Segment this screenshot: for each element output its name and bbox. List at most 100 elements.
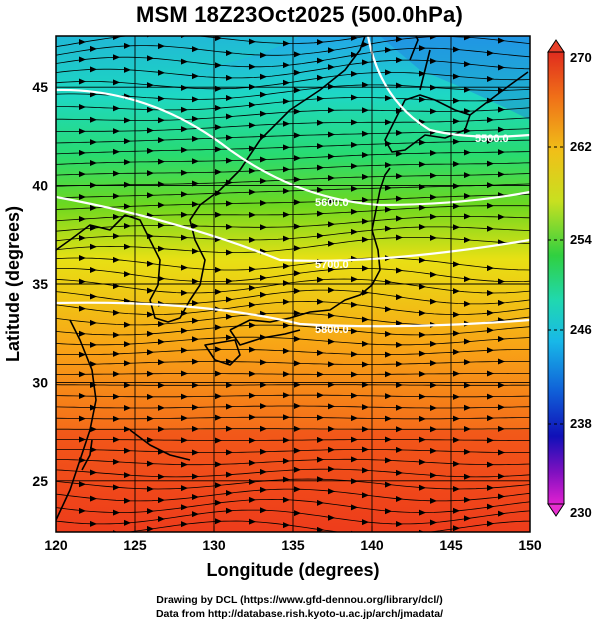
streamline-arrow <box>362 130 369 137</box>
streamline-arrow <box>226 223 233 230</box>
streamline-arrow <box>260 359 267 366</box>
streamline-arrow <box>419 96 426 103</box>
streamline-arrow <box>453 288 460 295</box>
streamline-arrow <box>419 139 426 146</box>
streamline-arrow <box>294 87 301 94</box>
streamline-arrow <box>351 94 358 101</box>
streamline-arrow <box>249 236 256 243</box>
streamline-arrow <box>124 382 131 389</box>
streamline-arrow <box>396 341 403 348</box>
streamline-arrow <box>249 301 256 308</box>
streamline-arrow <box>283 437 290 444</box>
streamline-arrow <box>453 138 460 145</box>
streamline-arrow <box>419 370 426 377</box>
streamline-arrow <box>464 448 471 455</box>
streamline-arrow <box>317 414 324 421</box>
streamline-arrow <box>283 280 290 287</box>
streamline-arrow <box>294 270 301 277</box>
streamline-arrow <box>283 211 290 218</box>
streamline-arrow <box>396 36 403 43</box>
streamline-arrow <box>351 301 358 308</box>
streamline-arrow <box>249 101 256 108</box>
streamline-arrow <box>430 84 437 91</box>
streamline-arrow <box>90 341 97 348</box>
streamline-arrow <box>317 232 324 239</box>
streamline-arrow <box>226 200 233 207</box>
streamline-arrow <box>226 278 233 285</box>
streamline-arrow <box>113 105 120 112</box>
streamline-arrow <box>158 202 165 209</box>
streamline-arrow <box>192 473 199 480</box>
streamline-arrow <box>158 275 165 282</box>
streamline-arrow <box>158 404 165 411</box>
streamline-arrow <box>419 484 426 491</box>
streamline-arrow <box>453 415 460 422</box>
streamline-arrow <box>396 404 403 411</box>
streamline-arrow <box>487 116 494 123</box>
streamline-arrow <box>419 204 426 211</box>
streamline-arrow <box>453 311 460 318</box>
streamline-arrow <box>487 23 494 29</box>
streamline-arrow <box>385 457 392 464</box>
streamline-arrow <box>158 320 165 327</box>
streamline-arrow <box>464 496 471 503</box>
streamline-arrow <box>249 211 256 218</box>
streamline-arrow <box>147 147 154 154</box>
streamline-arrow <box>226 95 233 102</box>
streamline-arrow <box>294 360 301 367</box>
streamline-arrow <box>351 119 358 126</box>
streamline-arrow <box>317 39 324 46</box>
streamline-arrow <box>79 415 86 422</box>
streamline-arrow <box>294 245 301 252</box>
streamline-arrow <box>430 447 437 454</box>
streamline-arrow <box>283 166 290 173</box>
streamline-arrow <box>487 76 494 83</box>
streamline-arrow <box>362 59 369 66</box>
streamline-arrow <box>453 436 460 443</box>
streamline-arrow <box>79 215 86 222</box>
streamline-arrow <box>487 289 494 296</box>
streamline-arrow <box>498 382 505 389</box>
streamline-arrow <box>362 492 369 499</box>
streamline-arrow <box>396 446 403 453</box>
streamline-arrow <box>385 206 392 213</box>
streamline-arrow <box>192 511 199 518</box>
streamline-arrow <box>362 446 369 453</box>
streamline-arrow <box>430 340 437 347</box>
streamline-arrow <box>419 223 426 230</box>
streamline-arrow <box>124 181 131 188</box>
streamline-arrow <box>362 381 369 388</box>
streamline-arrow <box>294 288 301 295</box>
streamline-arrow <box>158 359 165 366</box>
streamline-arrow <box>147 393 154 400</box>
streamline-arrow <box>294 108 301 115</box>
streamline-arrow <box>79 351 86 358</box>
streamline-arrow <box>90 446 97 453</box>
streamline-arrow <box>90 495 97 502</box>
streamline-arrow <box>260 52 267 59</box>
streamline-arrow <box>419 257 426 264</box>
streamline-arrow <box>181 393 188 400</box>
y-tick-label: 25 <box>32 473 48 489</box>
streamline-arrow <box>294 447 301 454</box>
streamline-arrow <box>192 278 199 285</box>
streamline-arrow <box>362 41 369 48</box>
streamline-arrow <box>453 183 460 190</box>
streamline-arrow <box>328 221 335 228</box>
streamline-arrow <box>396 294 403 301</box>
streamline-arrow <box>362 151 369 158</box>
streamline-arrow <box>147 311 154 318</box>
streamline-arrow <box>498 493 505 500</box>
colorbar-min-arrow <box>547 503 565 517</box>
streamline-arrow <box>215 266 222 273</box>
streamline-arrow <box>464 276 471 283</box>
streamline-arrow <box>396 150 403 157</box>
streamline-arrow <box>226 471 233 478</box>
streamline-arrow <box>226 358 233 365</box>
streamline-arrow <box>430 234 437 241</box>
streamline-arrow <box>317 95 324 102</box>
streamline-arrow <box>113 331 120 338</box>
streamline-arrow <box>385 225 392 232</box>
streamline-arrow <box>487 309 494 316</box>
streamline-arrow <box>260 274 267 281</box>
